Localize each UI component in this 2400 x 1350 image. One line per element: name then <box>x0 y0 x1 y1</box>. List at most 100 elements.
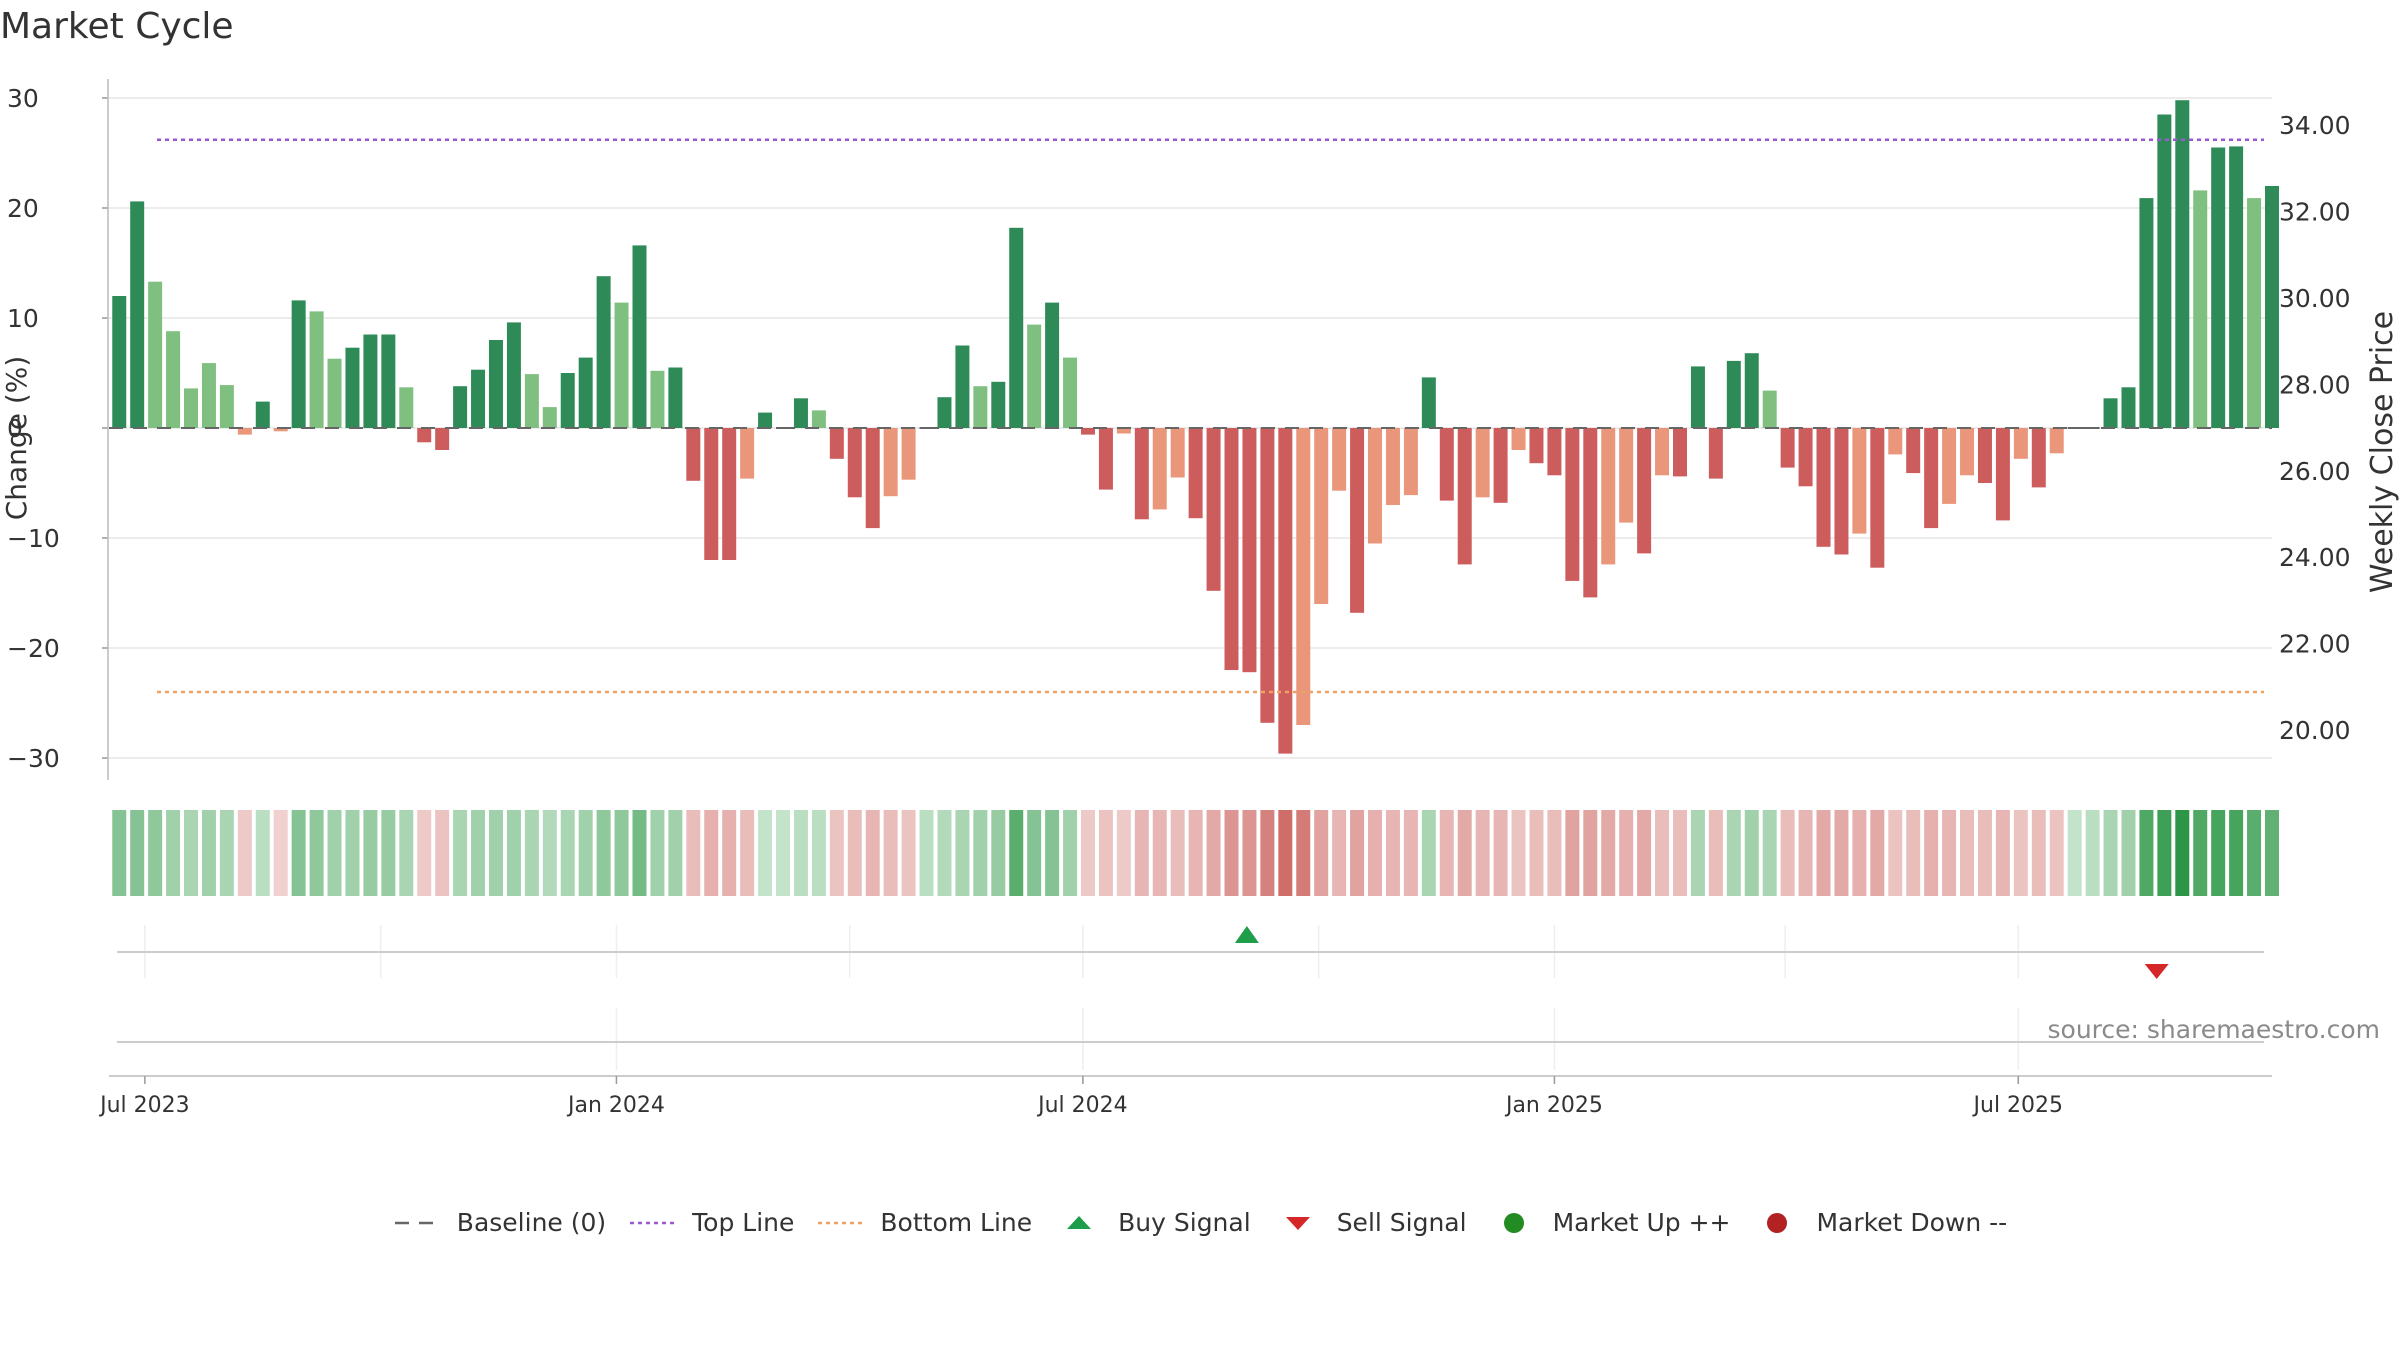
heat-cell <box>1260 810 1275 896</box>
heat-cell <box>1206 810 1221 896</box>
legend-item: Bottom Line <box>816 1208 1032 1237</box>
heat-cell <box>1063 810 1078 896</box>
legend: Baseline (0) Top Line Bottom Line Buy Signa… <box>0 1208 2400 1237</box>
heat-cell <box>883 810 898 896</box>
heat-cell <box>1332 810 1347 896</box>
legend-label: Sell Signal <box>1336 1208 1467 1237</box>
heat-cell <box>2103 810 2118 896</box>
heat-cell <box>1009 810 1024 896</box>
heat-cell <box>309 810 324 896</box>
bar <box>2139 198 2154 428</box>
bar <box>1547 428 1562 476</box>
bar <box>1977 428 1992 483</box>
bar <box>2229 146 2244 428</box>
bar <box>1816 428 1831 547</box>
heat-cell <box>1690 810 1705 896</box>
heat-cell <box>1116 810 1131 896</box>
heat-cell <box>237 810 252 896</box>
bar <box>2085 427 2100 429</box>
legend-label: Bottom Line <box>880 1208 1033 1237</box>
heat-cell <box>2049 810 2064 896</box>
heat-cell <box>345 810 360 896</box>
legend-item: Market Up ++ <box>1489 1208 1731 1237</box>
heat-cell <box>973 810 988 896</box>
heat-cell <box>704 810 719 896</box>
heat-cell <box>1027 810 1042 896</box>
bar <box>1314 428 1329 604</box>
bar <box>1888 428 1903 455</box>
bar <box>1332 428 1347 491</box>
heat-cell <box>1924 810 1939 896</box>
heat-cell <box>1870 810 1885 896</box>
y-tick-label: 10 <box>7 304 39 333</box>
heat-cell <box>1529 810 1544 896</box>
heat-cell <box>1188 810 1203 896</box>
bar <box>327 358 342 428</box>
legend-item: Market Down -- <box>1752 1208 2007 1237</box>
y2-tick-label: 20.00 <box>2279 716 2351 745</box>
heat-cell <box>471 810 486 896</box>
bar <box>345 347 360 428</box>
bar <box>1906 428 1921 474</box>
heat-cell <box>1583 810 1598 896</box>
heat-cell <box>919 810 934 896</box>
heat-cell <box>2139 810 2154 896</box>
heat-cell <box>776 810 791 896</box>
bar <box>1852 428 1867 534</box>
bar <box>704 428 719 560</box>
x-axis: Jul 2023 Jan 2024 Jul 2024 Jan 2025 Jul 2025 <box>98 1075 2272 1118</box>
legend-label: Market Up ++ <box>1552 1208 1731 1237</box>
bar <box>883 428 898 497</box>
bar <box>2175 100 2190 428</box>
heat-cell <box>1403 810 1418 896</box>
heat-cell <box>758 810 773 896</box>
bar <box>1511 428 1526 450</box>
heat-cell <box>399 810 414 896</box>
bar <box>1278 428 1293 754</box>
x-tick-label: Jan 2024 <box>566 1093 665 1118</box>
heat-cell <box>1744 810 1759 896</box>
heat-cell <box>2175 810 2190 896</box>
heat-cell <box>273 810 288 896</box>
heat-cell <box>740 810 755 896</box>
bar <box>1726 360 1741 428</box>
legend-swatch-icon <box>1273 1211 1323 1235</box>
bar <box>2067 427 2082 429</box>
bar <box>2049 428 2064 454</box>
bar <box>255 401 270 428</box>
bar <box>1744 353 1759 428</box>
heat-cell <box>1278 810 1293 896</box>
heat-strip <box>112 810 2279 896</box>
buy-signal-marker <box>1234 926 1259 943</box>
sell-signal-marker <box>2144 964 2169 979</box>
bar <box>1242 428 1257 673</box>
bars-layer <box>112 100 2279 754</box>
heat-cell <box>184 810 199 896</box>
bar <box>471 369 486 428</box>
bar <box>1493 428 1508 503</box>
y2-tick-label: 30.00 <box>2279 284 2351 313</box>
bar <box>1798 428 1813 487</box>
heat-cell <box>2031 810 2046 896</box>
legend-swatch-icon <box>1752 1211 1802 1235</box>
y2-tick-label: 28.00 <box>2279 370 2351 399</box>
bar <box>488 340 503 428</box>
heat-cell <box>1798 810 1813 896</box>
heat-cell <box>2157 810 2172 896</box>
heat-cell <box>1475 810 1490 896</box>
x-tick-label: Jan 2025 <box>1504 1093 1603 1118</box>
bar <box>1116 428 1131 434</box>
heat-cell <box>201 810 216 896</box>
heat-cell <box>865 810 880 896</box>
heat-cell <box>1511 810 1526 896</box>
bar <box>596 276 611 428</box>
bar <box>184 388 199 428</box>
bar <box>1619 428 1634 523</box>
heat-cell <box>2085 810 2100 896</box>
bar <box>273 428 288 432</box>
heat-cell <box>1995 810 2010 896</box>
bar <box>1565 428 1580 581</box>
heat-cell <box>1098 810 1113 896</box>
bar <box>148 281 163 428</box>
heat-cell <box>847 810 862 896</box>
